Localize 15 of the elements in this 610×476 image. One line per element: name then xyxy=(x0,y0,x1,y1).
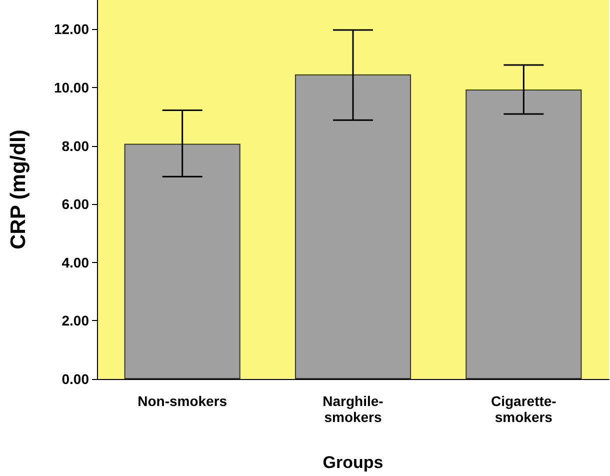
x-tick-label: Cigarette- smokers xyxy=(490,393,557,425)
x-tick-label: Narghile- smokers xyxy=(322,393,384,425)
bar xyxy=(466,90,582,379)
x-tick-label: Non-smokers xyxy=(138,393,228,409)
y-tick-label: 10.00 xyxy=(54,79,90,96)
y-tick-label: 8.00 xyxy=(62,138,90,154)
y-tick-label: 2.00 xyxy=(62,312,90,329)
bar xyxy=(294,74,412,379)
y-tick-label: 4.00 xyxy=(62,254,90,270)
x-axis-title: Groups xyxy=(322,453,384,472)
y-tick-label: 6.00 xyxy=(62,196,90,212)
y-tick-label: 12.00 xyxy=(54,21,90,38)
y-tick-label: 0.00 xyxy=(62,371,90,387)
y-axis-title: CRP (mg/dl) xyxy=(7,130,30,250)
bar xyxy=(124,144,240,379)
